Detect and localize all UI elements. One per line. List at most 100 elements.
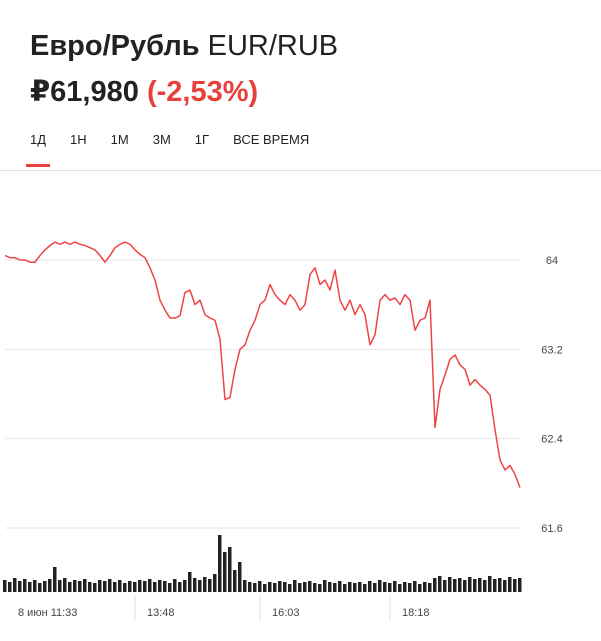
volume-bar xyxy=(183,580,187,592)
volume-bar xyxy=(433,578,437,592)
volume-bar xyxy=(448,577,452,592)
volume-bar xyxy=(108,579,112,592)
volume-bar xyxy=(163,581,167,592)
volume-bar xyxy=(473,579,477,592)
volume-bar xyxy=(58,580,62,592)
volume-bar xyxy=(258,581,262,592)
chart: 61.6 62.4 63.2 64 8 июн 11:33 13:48 16:03 18:18 xyxy=(0,170,601,620)
volume-bar xyxy=(318,584,322,592)
volume-bar xyxy=(278,581,282,592)
volume-bar xyxy=(353,583,357,592)
y-tick-label: 62.4 xyxy=(541,434,562,446)
volume-bar xyxy=(343,584,347,592)
volume-bar xyxy=(293,580,297,592)
x-tick-label: 8 июн 11:33 xyxy=(18,607,77,619)
volume-bar xyxy=(263,584,267,592)
volume-bar xyxy=(428,583,432,592)
volume-bar xyxy=(28,582,32,592)
period-tab[interactable]: 1Д xyxy=(25,132,51,167)
volume-bar xyxy=(43,581,47,592)
volume-bar xyxy=(143,581,147,592)
volume-bar xyxy=(438,576,442,592)
volume-bar xyxy=(488,576,492,592)
x-tick-label: 13:48 xyxy=(147,607,175,619)
volume-bar xyxy=(348,582,352,592)
volume-bar xyxy=(298,583,302,592)
volume-bar xyxy=(68,582,72,592)
volume-bar xyxy=(408,583,412,592)
volume-bar xyxy=(8,582,12,592)
volume-bar xyxy=(478,578,482,592)
volume-bar xyxy=(303,582,307,592)
volume-bar xyxy=(128,581,132,592)
y-tick-label: 61.6 xyxy=(541,523,562,535)
volume-bar xyxy=(18,581,22,592)
volume-bar xyxy=(198,580,202,592)
volume-bar xyxy=(73,580,77,592)
volume-bar xyxy=(418,584,422,592)
volume-bar xyxy=(363,584,367,592)
volume-bar xyxy=(493,579,497,592)
volume-bar xyxy=(228,547,232,592)
volume-bar xyxy=(323,580,327,592)
volume-bar xyxy=(378,580,382,592)
volume-bar xyxy=(53,567,57,592)
title: Евро/Рубль xyxy=(30,30,200,62)
volume-bar xyxy=(383,582,387,592)
period-tab[interactable]: 1Н xyxy=(70,132,87,147)
price: ₽61,980 xyxy=(30,76,139,108)
volume-bar xyxy=(83,579,87,592)
volume-bar xyxy=(123,583,127,592)
volume-bar xyxy=(193,578,197,592)
volume-bar xyxy=(373,583,377,592)
volume-bar xyxy=(118,580,122,592)
volume-bar xyxy=(238,562,242,592)
volume-bar xyxy=(203,577,207,592)
volume-bar xyxy=(308,581,312,592)
period-tab[interactable]: ВСЕ ВРЕМЯ xyxy=(233,132,310,147)
volume-bar xyxy=(103,581,107,592)
volume-bar xyxy=(313,583,317,592)
volume-bar xyxy=(158,580,162,592)
volume-bar xyxy=(33,580,37,592)
volume-bar xyxy=(498,578,502,592)
volume-bar xyxy=(218,535,222,592)
price-row: ₽61,980 (-2,53%) xyxy=(30,74,258,109)
volume-bar xyxy=(273,583,277,592)
volume-bar xyxy=(328,582,332,592)
x-tick-label: 18:18 xyxy=(402,607,430,619)
volume-bar xyxy=(453,579,457,592)
volume-bar xyxy=(288,584,292,592)
volume-bar xyxy=(248,582,252,592)
volume-bar xyxy=(138,580,142,592)
period-tab[interactable]: 1Г xyxy=(194,132,210,147)
volume-bar xyxy=(393,581,397,592)
change: (-2,53%) xyxy=(146,76,259,108)
volume-bar xyxy=(483,580,487,592)
volume-bar xyxy=(338,581,342,592)
volume-bar xyxy=(38,583,42,592)
period-tab[interactable]: 1М xyxy=(110,132,129,147)
volume-bar xyxy=(398,584,402,592)
volume-bar xyxy=(368,581,372,592)
volume-bar xyxy=(78,581,82,592)
header-title-row: Евро/Рубль EUR/RUB xyxy=(30,30,338,63)
volume-bar xyxy=(518,578,522,592)
volume-bar xyxy=(468,577,472,592)
volume-bar xyxy=(98,580,102,592)
y-tick-label: 63.2 xyxy=(541,344,562,356)
volume-bar xyxy=(223,552,227,592)
period-tabs: 1Д 1Н 1М 3М 1Г ВСЕ ВРЕМЯ xyxy=(25,132,333,167)
volume-bar xyxy=(358,582,362,592)
volume-bar xyxy=(243,580,247,592)
volume-bar xyxy=(233,570,237,592)
volume-bar xyxy=(403,582,407,592)
volume-bar xyxy=(148,579,152,592)
volume-bar xyxy=(23,579,27,592)
volume-bar xyxy=(168,583,172,592)
volume-bar xyxy=(213,574,217,592)
volume-bar xyxy=(458,578,462,592)
volume-bar xyxy=(268,582,272,592)
period-tab[interactable]: 3М xyxy=(152,132,171,147)
volume-bar xyxy=(63,578,67,592)
